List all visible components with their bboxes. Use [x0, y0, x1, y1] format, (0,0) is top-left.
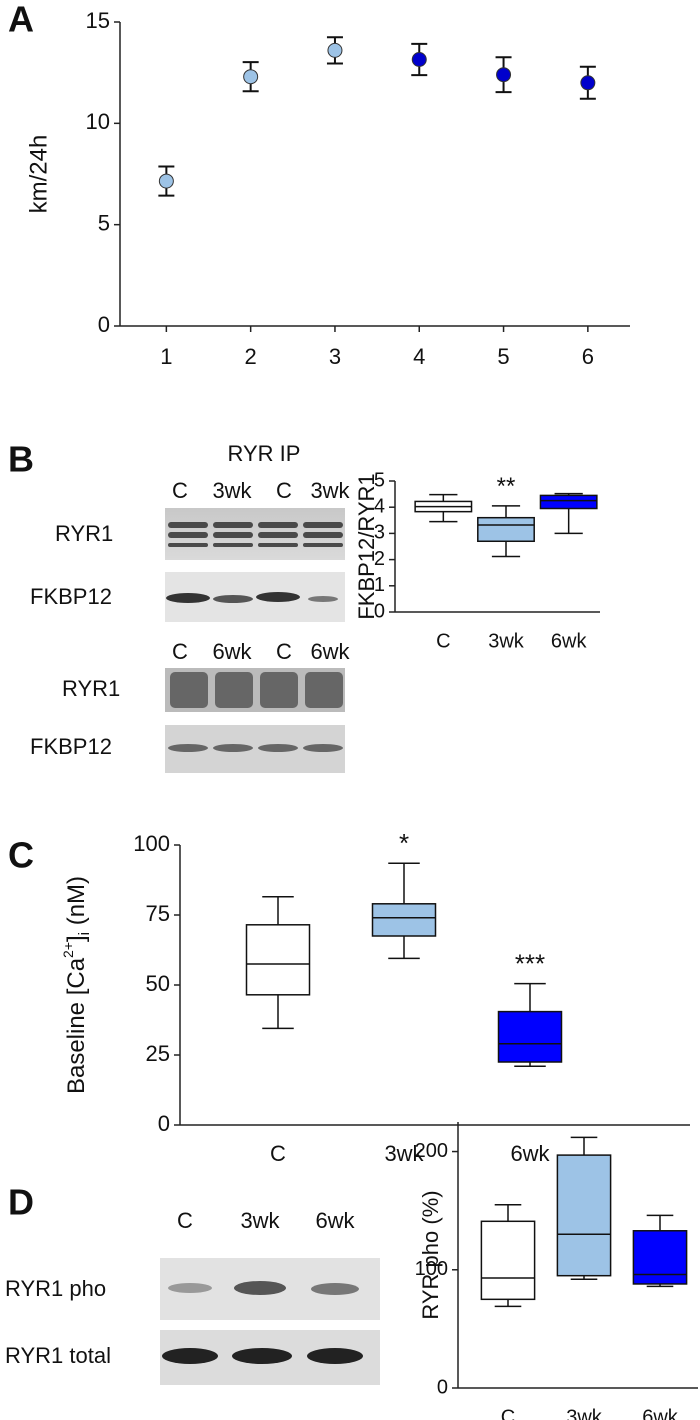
x-tick-label: 4: [413, 344, 425, 369]
box: [556, 1154, 612, 1277]
blot: [165, 668, 345, 773]
y-tick-label: 100: [133, 831, 170, 856]
significance: *: [399, 828, 409, 858]
lane-label: C: [276, 639, 292, 664]
y-tick-label: 3: [374, 522, 385, 544]
y-tick-label: 10: [86, 109, 110, 134]
y-axis-label-part: 2+: [60, 942, 76, 958]
x-tick-label: C: [436, 630, 450, 652]
x-tick-label: C: [270, 1141, 286, 1166]
lane-label: C: [177, 1208, 193, 1233]
box: [632, 1230, 688, 1285]
point: [411, 51, 427, 67]
row-label: RYR1 total: [5, 1343, 111, 1368]
y-axis-label-part: ]: [63, 935, 90, 942]
y-tick-label: 0: [437, 1376, 448, 1398]
point: [158, 173, 174, 189]
x-tick-label: 2: [245, 344, 257, 369]
row-label: FKBP12: [30, 734, 112, 759]
blot: [160, 1258, 380, 1385]
box: [477, 516, 535, 543]
panel-label: C: [8, 835, 34, 876]
point: [580, 75, 596, 91]
x-tick-label: 3wk: [488, 630, 525, 652]
x-tick-label: 3wk: [566, 1406, 603, 1420]
x-tick-label: 6wk: [551, 630, 588, 652]
lane-label: C: [172, 639, 188, 664]
lane-label: 6wk: [315, 1208, 355, 1233]
y-tick-label: 0: [98, 312, 110, 337]
lane-label: C: [172, 478, 188, 503]
box: [539, 494, 598, 510]
y-tick-label: 1: [374, 574, 385, 596]
y-tick-label: 15: [86, 8, 110, 33]
box: [497, 1010, 563, 1063]
point: [496, 67, 512, 83]
y-axis-label-part: (nM): [63, 876, 90, 932]
lane-label: 6wk: [310, 639, 350, 664]
lane-label: 3wk: [240, 1208, 280, 1233]
y-tick-label: 5: [98, 210, 110, 235]
y-axis-label: RYR pho (%): [418, 1190, 443, 1319]
blot: [165, 508, 345, 622]
blot-title: RYR IP: [228, 441, 301, 466]
x-tick-label: 3: [329, 344, 341, 369]
x-tick-label: 6wk: [510, 1141, 550, 1166]
y-tick-label: 50: [146, 971, 170, 996]
y-tick-label: 5: [374, 469, 385, 491]
y-tick-label: 4: [374, 495, 385, 517]
point: [243, 69, 259, 85]
significance: **: [497, 473, 516, 500]
significance: ***: [515, 948, 545, 978]
box: [245, 924, 311, 996]
y-tick-label: 25: [146, 1041, 170, 1066]
row-label: FKBP12: [30, 584, 112, 609]
lane-label: 3wk: [310, 478, 350, 503]
x-tick-label: 6: [582, 344, 594, 369]
lane-label: 6wk: [212, 639, 252, 664]
box: [480, 1220, 536, 1301]
point: [327, 42, 343, 58]
x-tick-label: 5: [497, 344, 509, 369]
row-label: RYR1: [62, 676, 120, 701]
panel-label: A: [8, 0, 34, 40]
panel-label: B: [8, 439, 34, 480]
y-axis-label: Baseline [Ca2+]i (nM): [60, 876, 93, 1094]
x-tick-label: C: [501, 1406, 515, 1420]
row-label: RYR1 pho: [5, 1276, 106, 1301]
y-axis-label: FKBP12/RYR1: [354, 473, 379, 619]
x-tick-label: 6wk: [642, 1406, 679, 1420]
y-tick-label: 100: [415, 1258, 448, 1280]
y-tick-label: 0: [374, 600, 385, 622]
y-tick-label: 0: [158, 1111, 170, 1136]
panel-label: D: [8, 1182, 34, 1223]
y-tick-label: 200: [415, 1140, 448, 1162]
y-axis-label-part: Baseline [Ca: [63, 957, 90, 1094]
y-axis-label-part: i: [76, 932, 93, 935]
y-tick-label: 2: [374, 548, 385, 570]
box: [371, 903, 437, 937]
y-tick-label: 75: [146, 901, 170, 926]
y-axis-label: km/24h: [25, 135, 52, 214]
row-label: RYR1: [55, 521, 113, 546]
x-tick-label: 3wk: [384, 1141, 424, 1166]
lane-label: 3wk: [212, 478, 252, 503]
x-tick-label: 1: [160, 344, 172, 369]
lane-label: C: [276, 478, 292, 503]
